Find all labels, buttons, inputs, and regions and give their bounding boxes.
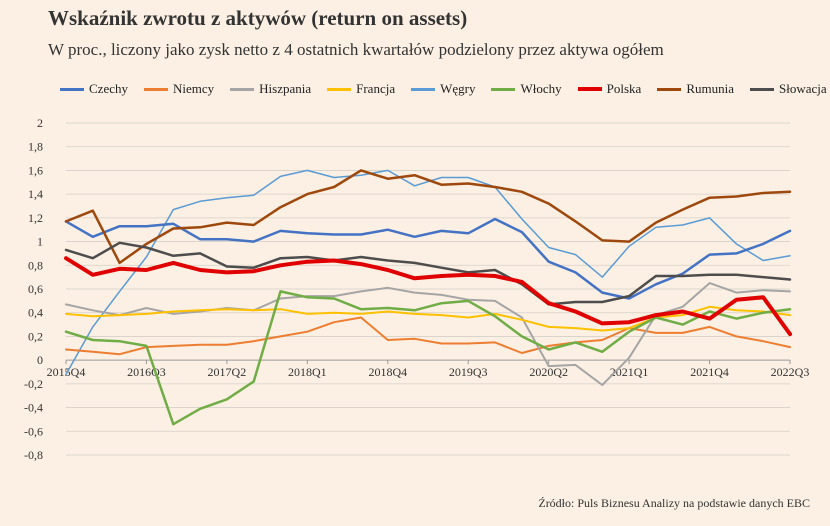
y-tick-label: 1,6 xyxy=(28,163,43,177)
x-tick-label: 2017Q2 xyxy=(208,365,247,379)
y-tick-label: 0,6 xyxy=(28,282,43,296)
y-tick-label: 0,2 xyxy=(28,329,43,343)
chart-legend: Czechy Niemcy Hiszpania Francja Węgry Włochy P… xyxy=(60,81,827,97)
legend-item-slowacja: Słowacja xyxy=(749,81,827,97)
x-tick-label: 2019Q3 xyxy=(449,365,488,379)
legend-label: Włochy xyxy=(520,81,562,96)
series-line-hiszpania xyxy=(65,282,791,386)
legend-swatch xyxy=(143,87,168,91)
series-line-czechy xyxy=(64,217,792,300)
legend-label: Węgry xyxy=(440,81,476,96)
series-line-polska xyxy=(64,256,792,337)
legend-swatch xyxy=(491,87,516,91)
legend-item-czechy: Czechy xyxy=(60,81,128,97)
y-tick-label: -0,8 xyxy=(24,448,43,462)
legend-label: Francja xyxy=(356,81,396,96)
y-tick-label: 1,2 xyxy=(28,211,43,225)
x-tick-label: 2016Q3 xyxy=(127,365,166,379)
legend-label: Słowacja xyxy=(778,81,827,96)
y-tick-label: -0,4 xyxy=(24,401,43,415)
x-tick-label: 2021Q4 xyxy=(690,365,729,379)
y-tick-label: 1,4 xyxy=(28,187,43,201)
y-tick-label: -0,6 xyxy=(24,424,43,438)
legend-label: Czechy xyxy=(89,81,128,96)
x-tick-label: 2020Q2 xyxy=(529,365,568,379)
legend-swatch xyxy=(577,87,602,91)
legend-item-wlochy: Włochy xyxy=(491,81,562,97)
x-tick-label: 2018Q4 xyxy=(368,365,407,379)
legend-item-wegry: Węgry xyxy=(411,81,475,97)
series-line-francja xyxy=(65,305,791,332)
series-line-wegry xyxy=(65,169,791,376)
series-line-rumunia xyxy=(64,169,792,265)
legend-item-francja: Francja xyxy=(327,81,395,97)
legend-label: Rumunia xyxy=(686,81,734,96)
legend-label: Polska xyxy=(606,81,642,96)
y-tick-label: 2 xyxy=(37,116,43,130)
y-tick-label: -0,2 xyxy=(24,377,43,391)
legend-swatch xyxy=(749,87,774,91)
legend-swatch xyxy=(327,87,352,91)
y-tick-label: 0,8 xyxy=(28,258,43,272)
legend-swatch xyxy=(230,87,255,91)
x-tick-label: 2015Q4 xyxy=(47,365,86,379)
series-line-niemcy xyxy=(65,316,791,356)
legend-item-rumunia: Rumunia xyxy=(657,81,734,97)
legend-item-polska: Polska xyxy=(577,81,642,97)
x-tick-label: 2018Q1 xyxy=(288,365,327,379)
legend-label: Niemcy xyxy=(172,81,215,96)
x-tick-label: 2022Q3 xyxy=(771,365,810,379)
legend-item-niemcy: Niemcy xyxy=(143,81,215,97)
legend-swatch xyxy=(657,87,682,91)
y-tick-label: 0,4 xyxy=(28,306,43,320)
legend-item-hiszpania: Hiszpania xyxy=(230,81,311,97)
y-tick-label: 1,8 xyxy=(28,140,43,154)
legend-swatch xyxy=(411,87,436,91)
source-note: Źródło: Puls Biznesu Analizy na podstawi… xyxy=(538,496,810,510)
y-tick-label: 0 xyxy=(37,353,43,367)
legend-swatch xyxy=(60,87,84,91)
series-line-wlochy xyxy=(64,290,792,426)
chart-title: Wskaźnik zwrotu z aktywów (return on ass… xyxy=(48,6,468,30)
chart-subtitle: W proc., liczony jako zysk netto z 4 ost… xyxy=(48,40,664,59)
series-line-slowacja xyxy=(64,241,792,306)
legend-label: Hiszpania xyxy=(259,81,312,96)
y-tick-label: 1 xyxy=(37,235,43,249)
